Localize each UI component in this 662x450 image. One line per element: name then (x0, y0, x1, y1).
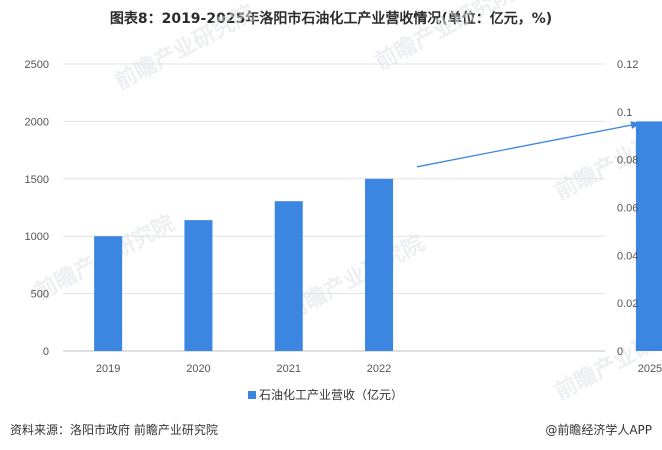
x-tick-label: 2020 (186, 363, 210, 375)
watermark-text: 前瞻产业研究院 (111, 0, 259, 95)
brand-credit: @前瞻经济学人APP (545, 423, 652, 437)
x-tick-label: 2021 (277, 363, 301, 375)
y2-tick-label: 0.06 (617, 203, 638, 215)
y-tick-label: 2500 (25, 59, 49, 71)
legend-swatch (248, 391, 256, 399)
y2-tick-label: 0.02 (617, 298, 638, 310)
x-axis: 2019 2020 2021 2022 2025 (96, 363, 662, 375)
trend-arrow (416, 121, 641, 168)
bar-2022 (365, 178, 394, 351)
y-tick-label: 500 (31, 289, 49, 301)
footer: 资料来源：洛阳市政府 前瞻产业研究院 @前瞻经济学人APP (10, 421, 652, 439)
legend-label: 石油化工产业营收（亿元） (259, 387, 403, 402)
y2-tick-label: 0 (617, 346, 623, 358)
bar-2020 (184, 220, 213, 351)
bar-2021 (274, 201, 303, 351)
y2-tick-label: 0.08 (617, 155, 638, 167)
y-axis-left: 0 500 1000 1500 2000 2500 (25, 59, 49, 358)
y-tick-label: 1500 (25, 174, 49, 186)
y-tick-label: 2000 (25, 116, 49, 128)
watermark-text: 前瞻产业研究院 (281, 230, 429, 325)
bar-2019 (94, 236, 123, 351)
chart-title: 图表8：2019-2025年洛阳市石油化工产业营收情况(单位：亿元，%) (109, 11, 553, 27)
y2-tick-label: 0.12 (617, 59, 638, 71)
y2-tick-label: 0.1 (617, 107, 632, 119)
y-tick-label: 0 (43, 346, 49, 358)
gridlines (63, 63, 605, 352)
bars (94, 121, 662, 352)
x-tick-label: 2025 (638, 363, 662, 375)
legend: 石油化工产业营收（亿元） (248, 387, 403, 402)
source-note: 资料来源：洛阳市政府 前瞻产业研究院 (10, 423, 218, 437)
y2-tick-label: 0.04 (617, 250, 638, 262)
watermark-layer: 前瞻产业研究院前瞻产业研究院前瞻产业研究院前瞻产业研究院前瞻产业研究院前瞻产业研… (31, 0, 662, 405)
x-tick-label: 2019 (96, 363, 120, 375)
bar-2025 (635, 121, 662, 352)
x-tick-label: 2022 (367, 363, 391, 375)
y-axis-right: 0 0.02 0.04 0.06 0.08 0.1 0.12 (617, 59, 638, 358)
y-tick-label: 1000 (25, 231, 49, 243)
